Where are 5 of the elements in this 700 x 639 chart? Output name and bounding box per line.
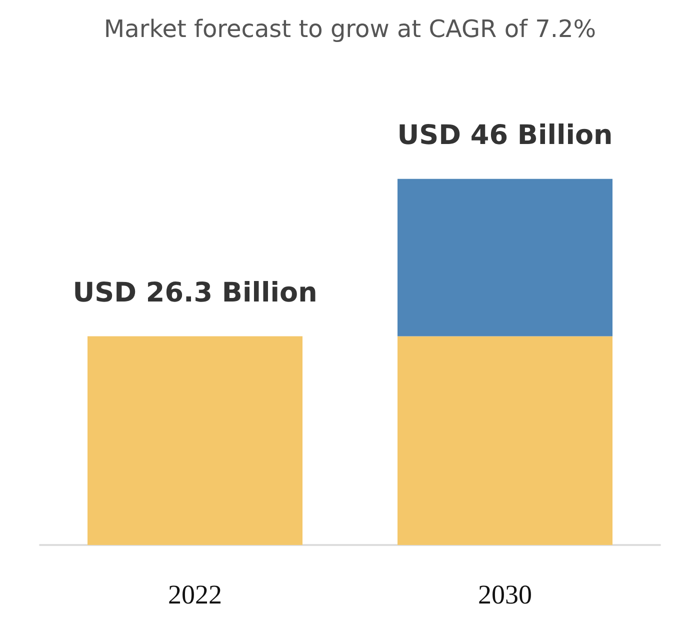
chart-title: Market forecast to grow at CAGR of 7.2% xyxy=(104,15,596,43)
x-tick-label: 2022 xyxy=(168,580,222,610)
total-label: USD 46 Billion xyxy=(397,120,613,151)
total-label: USD 26.3 Billion xyxy=(72,277,318,308)
x-tick-label: 2030 xyxy=(478,580,532,610)
